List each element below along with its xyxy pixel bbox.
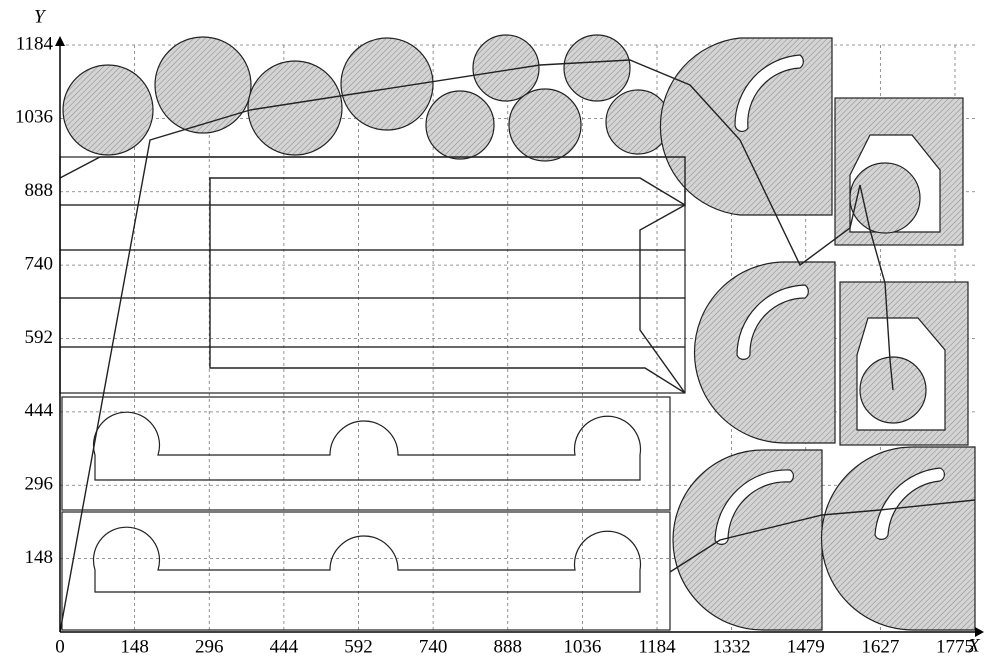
strip xyxy=(60,205,685,250)
x-tick-label: 1332 xyxy=(713,636,751,657)
strip xyxy=(60,298,685,347)
x-tick-label: 0 xyxy=(55,636,65,657)
x-tick-label: 1775 xyxy=(936,636,974,657)
x-tick-label: 148 xyxy=(120,636,149,657)
x-tick-label: 1184 xyxy=(638,636,676,657)
y-tick-label: 296 xyxy=(25,474,54,495)
disk xyxy=(564,35,630,101)
y-tick-label: 148 xyxy=(25,547,54,568)
x-tick-label: 444 xyxy=(270,636,299,657)
d-part xyxy=(695,262,835,443)
y-tick-label: 740 xyxy=(25,253,54,274)
disk xyxy=(509,89,581,161)
profile xyxy=(94,527,641,592)
x-tick-label: 592 xyxy=(344,636,373,657)
nested-parts xyxy=(60,35,975,632)
y-tick-label: 1036 xyxy=(15,107,53,128)
y-tick-label: 444 xyxy=(25,400,54,421)
d-part xyxy=(822,447,976,630)
y-tick-label: 1184 xyxy=(16,33,54,54)
x-tick-label: 1627 xyxy=(861,636,899,657)
x-tick-label: 1036 xyxy=(563,636,601,657)
disk xyxy=(850,163,920,233)
strip xyxy=(62,512,670,630)
strip xyxy=(60,250,685,298)
x-tick-label: 740 xyxy=(419,636,448,657)
x-tick-label: 888 xyxy=(494,636,523,657)
y-tick-label: 888 xyxy=(25,180,54,201)
strip xyxy=(62,397,670,510)
y-tick-label: 592 xyxy=(25,327,54,348)
disk xyxy=(426,91,494,159)
strip xyxy=(60,347,685,393)
x-tick-label: 1479 xyxy=(787,636,825,657)
tool-path xyxy=(60,157,685,393)
strip xyxy=(60,157,685,205)
disk xyxy=(473,35,539,101)
y-arrow xyxy=(55,36,65,46)
disk xyxy=(155,37,251,133)
y-axis-label: Y xyxy=(34,6,47,27)
x-tick-label: 296 xyxy=(195,636,224,657)
d-part xyxy=(673,450,822,630)
chart: Y X 014829644459274088810361184133214791… xyxy=(0,0,984,657)
profile xyxy=(94,412,641,480)
disk xyxy=(63,65,153,155)
